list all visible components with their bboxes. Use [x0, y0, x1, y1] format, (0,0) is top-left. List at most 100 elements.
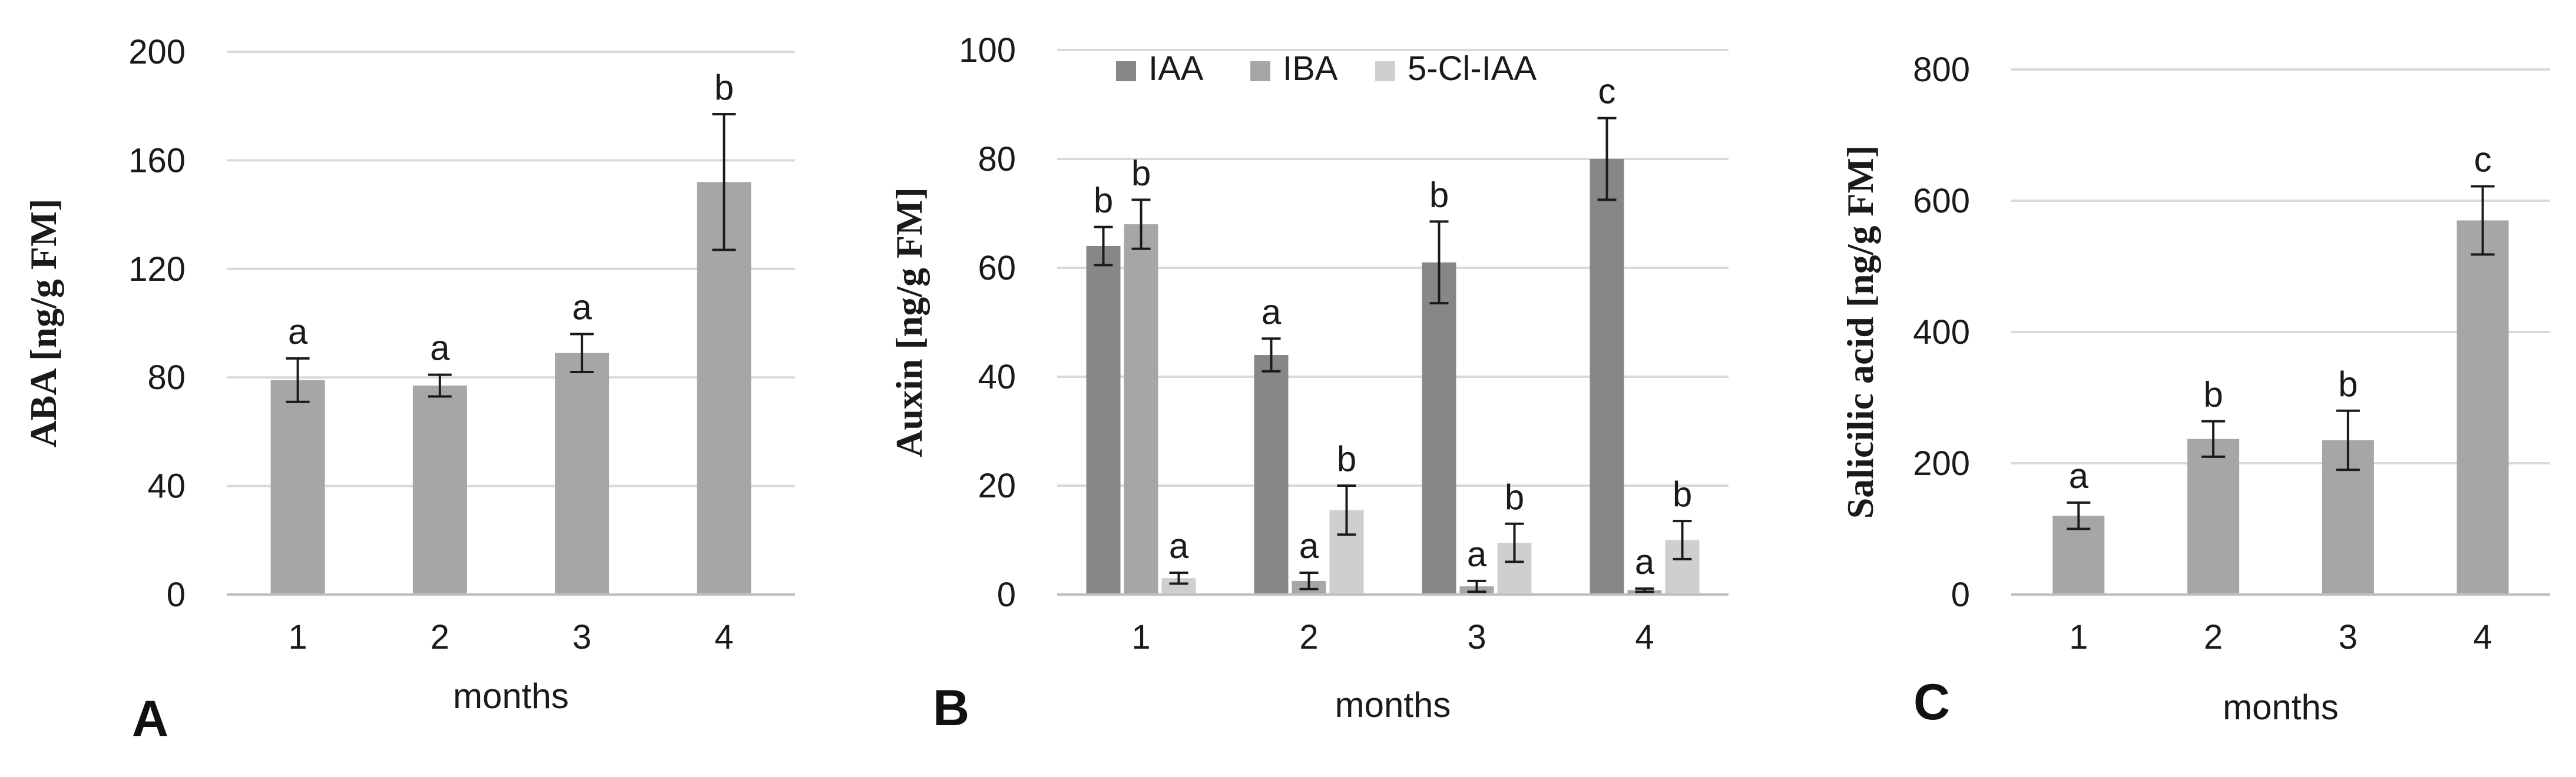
- significance-label: b: [1429, 175, 1449, 214]
- legend-label: IBA: [1283, 49, 1338, 88]
- bar-aba-month-2: [412, 386, 467, 595]
- error-bar: [1094, 225, 1113, 267]
- error-bar: [1131, 198, 1151, 250]
- bar-aba-month-1: [270, 380, 325, 595]
- significance-label: a: [572, 287, 592, 327]
- bar-iaa-month-1: [1086, 246, 1121, 595]
- error-bar: [428, 373, 452, 398]
- x-tick-label: 2: [2204, 618, 2223, 656]
- legend: IAA IBA 5-Cl-IAA: [1116, 49, 1537, 88]
- significance-label: a: [1635, 542, 1655, 582]
- bar-aba-month-3: [555, 353, 610, 595]
- x-tick-label: 3: [2339, 618, 2358, 656]
- y-tick-label: 160: [128, 141, 186, 180]
- significance-label: b: [1337, 439, 1356, 479]
- significance-label: c: [2474, 140, 2492, 179]
- error-bar: [1169, 572, 1188, 585]
- error-bar: [1635, 587, 1654, 593]
- y-tick-label: 0: [167, 576, 186, 614]
- error-bar: [1429, 220, 1449, 305]
- significance-label: b: [2338, 364, 2358, 404]
- y-tick-label: 40: [147, 467, 186, 506]
- error-bar: [1597, 117, 1617, 201]
- x-axis-label: months: [2223, 688, 2339, 727]
- bar-salicylic-acid-month-4: [2456, 220, 2509, 595]
- y-axis-label: Salicilic acid [ng/g FM]: [1839, 145, 1881, 519]
- significance-label: a: [430, 328, 450, 368]
- significance-label: c: [1598, 72, 1616, 111]
- x-tick-label: 2: [1299, 618, 1318, 656]
- bar-iba-month-1: [1124, 224, 1158, 595]
- error-bar: [1467, 579, 1486, 593]
- bar-iaa-month-3: [1422, 262, 1456, 595]
- significance-label: a: [1169, 526, 1189, 566]
- significance-label: a: [1467, 534, 1487, 574]
- significance-label: a: [1299, 526, 1319, 566]
- y-axis-label: ABA [ng/g FM]: [22, 198, 64, 447]
- y-tick-label: 120: [128, 250, 186, 288]
- significance-label: b: [714, 68, 734, 107]
- x-tick-label: 1: [2069, 618, 2088, 656]
- chart-panel-A: 0 40 80 120 160 200 a a a b 1 2 3 4 months ABA [ng/g FM…: [22, 33, 795, 747]
- error-bar: [570, 333, 594, 373]
- error-bar: [2471, 185, 2495, 256]
- x-tick-label: 1: [288, 618, 307, 656]
- x-tick-label: 4: [1635, 618, 1654, 656]
- x-tick-label: 4: [2473, 618, 2492, 656]
- y-tick-label: 600: [1913, 182, 1970, 220]
- significance-label: a: [288, 312, 308, 351]
- x-axis-label: months: [1335, 685, 1451, 725]
- x-tick-label: 1: [1131, 618, 1150, 656]
- x-tick-label: 4: [714, 618, 733, 656]
- legend-label: 5-Cl-IAA: [1408, 49, 1537, 88]
- bar-iaa-month-2: [1254, 355, 1289, 595]
- panel-label: B: [933, 680, 969, 736]
- error-bar: [2201, 420, 2226, 458]
- error-bar: [2067, 501, 2091, 530]
- chart-panel-C: 0 200 400 600 800 a b b c 1 2 3 4 months Salicilic aci…: [1839, 51, 2550, 730]
- x-tick-label: 3: [1467, 618, 1486, 656]
- error-bar: [1505, 522, 1524, 563]
- error-bar: [1299, 572, 1319, 590]
- y-tick-label: 20: [978, 467, 1016, 505]
- error-bar: [1673, 520, 1692, 560]
- significance-label: b: [1673, 474, 1692, 514]
- error-bar: [1261, 337, 1281, 373]
- y-tick-label: 80: [147, 358, 186, 397]
- bar-salicylic-acid-month-2: [2187, 439, 2240, 595]
- y-tick-label: 0: [1951, 576, 1970, 614]
- y-tick-label: 400: [1913, 313, 1970, 351]
- x-axis-label: months: [453, 676, 569, 716]
- legend-label: IAA: [1148, 49, 1204, 88]
- legend-swatch: [1375, 61, 1395, 81]
- y-tick-label: 80: [978, 140, 1016, 178]
- y-tick-label: 0: [997, 576, 1016, 614]
- significance-label: a: [1261, 292, 1282, 331]
- legend-item-iba: IBA: [1250, 49, 1338, 88]
- error-bar: [2336, 409, 2360, 471]
- error-bar: [286, 357, 310, 403]
- panel-label: A: [132, 690, 168, 747]
- legend-swatch: [1250, 61, 1270, 81]
- significance-label: a: [2069, 456, 2089, 496]
- significance-label: b: [2203, 375, 2223, 414]
- y-axis-label: Auxin [ng/g FM]: [888, 187, 930, 457]
- y-tick-label: 200: [1913, 444, 1970, 483]
- panel-label: C: [1913, 674, 1950, 730]
- significance-label: b: [1505, 477, 1524, 517]
- x-tick-label: 3: [572, 618, 591, 656]
- legend-item-5-cl-iaa: 5-Cl-IAA: [1375, 49, 1537, 88]
- error-bar: [1337, 484, 1356, 536]
- significance-label: b: [1131, 153, 1151, 192]
- legend-item-iaa: IAA: [1116, 49, 1204, 88]
- significance-label: b: [1094, 181, 1113, 220]
- bar-iaa-month-4: [1590, 159, 1624, 595]
- y-tick-label: 40: [978, 358, 1016, 396]
- legend-swatch: [1116, 61, 1136, 81]
- y-tick-label: 60: [978, 249, 1016, 287]
- y-tick-label: 800: [1913, 51, 1970, 89]
- y-tick-label: 200: [128, 33, 186, 71]
- y-tick-label: 100: [959, 31, 1016, 69]
